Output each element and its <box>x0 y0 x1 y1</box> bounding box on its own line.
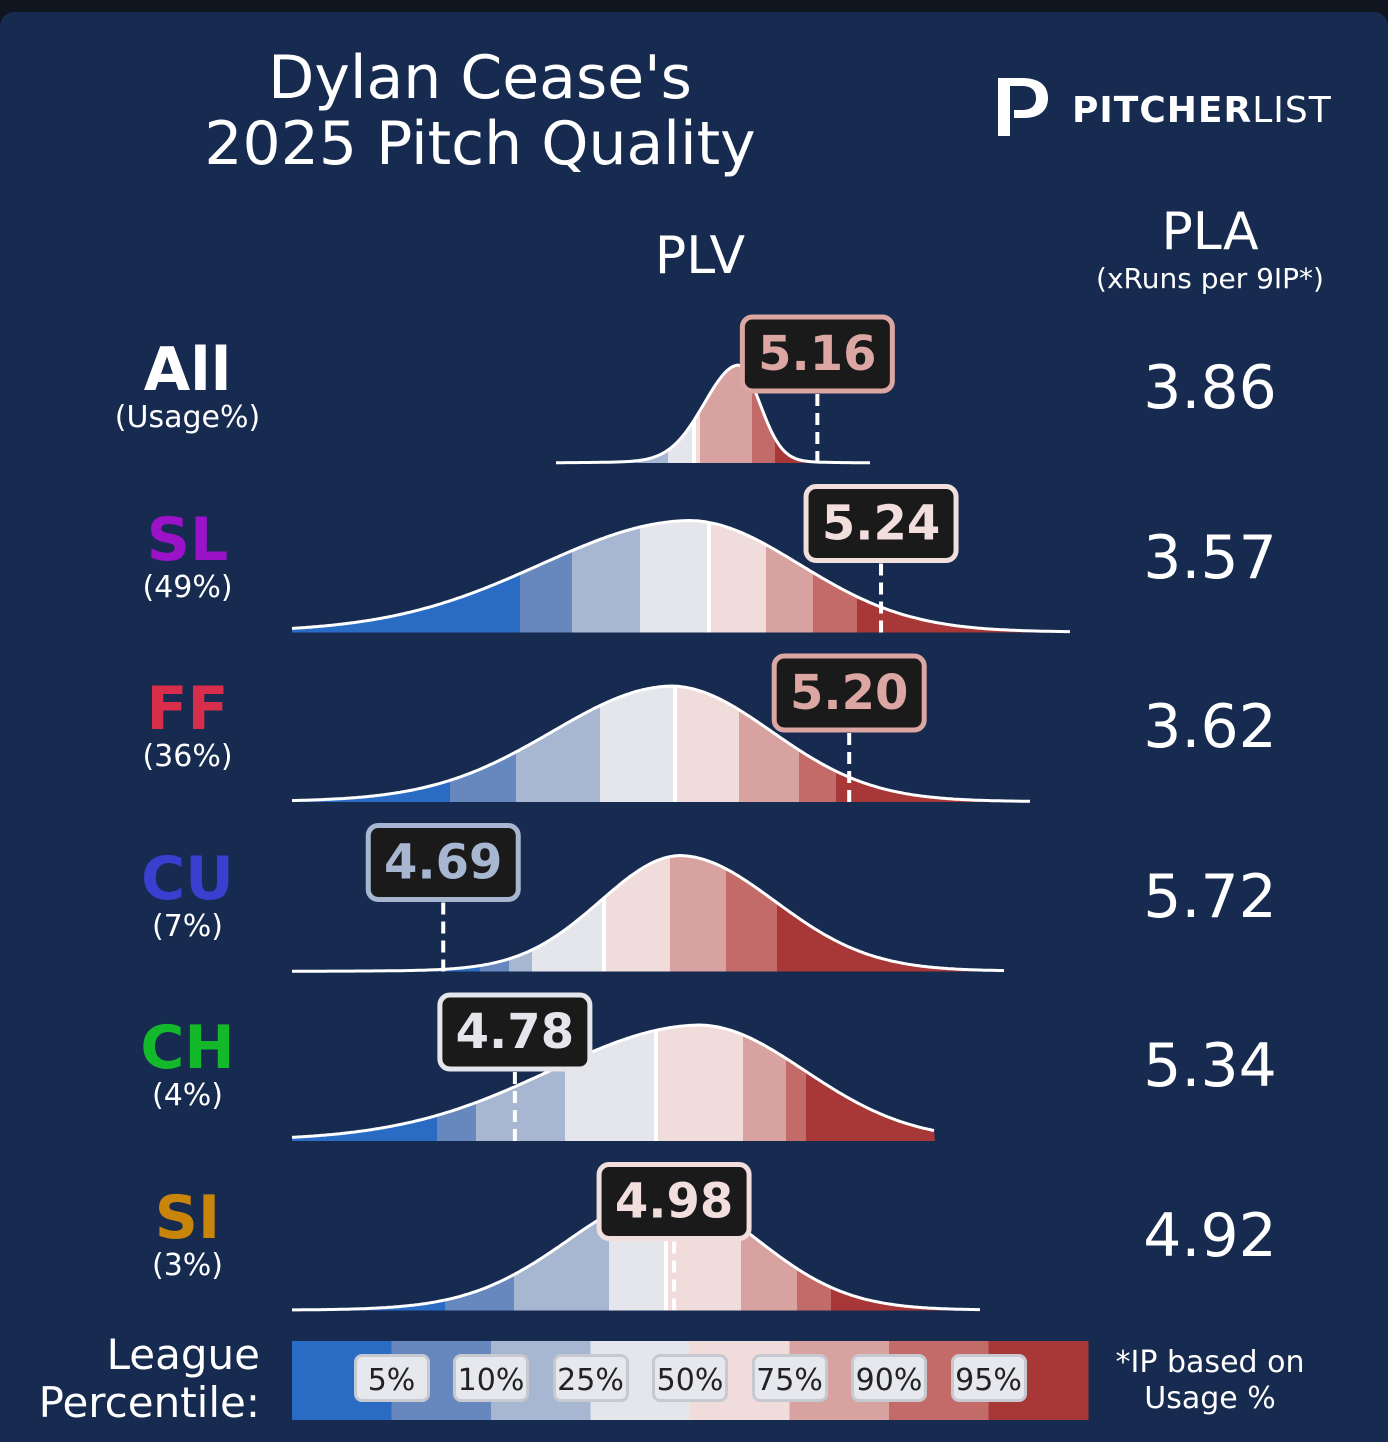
percentile-band <box>604 855 670 972</box>
percentile-band <box>640 520 709 633</box>
percentile-band <box>572 520 640 633</box>
pitch-type-label: FF <box>146 674 229 744</box>
distribution-ff: 5.20 <box>291 653 1031 803</box>
plv-value-box <box>437 992 593 1072</box>
percentile-band <box>656 1025 743 1141</box>
percentile-band <box>514 1194 609 1311</box>
usage-label: (3%) <box>151 1247 223 1283</box>
pla-subheader: (xRuns per 9IP*) <box>1096 262 1324 295</box>
legend-title-line1: League <box>106 1330 260 1379</box>
plv-value-label: 5.24 <box>822 496 940 552</box>
pitcherlist-p-icon <box>998 78 1048 136</box>
logo-word-bold: PITCHER <box>1072 90 1253 131</box>
legend-percentile-label: 5% <box>353 1354 430 1402</box>
distribution-cu: 4.69 <box>292 823 1005 973</box>
plv-value-box <box>596 1162 752 1241</box>
pla-value-cu: 5.72 <box>1143 861 1277 932</box>
percentile-band <box>670 855 726 972</box>
pla-value-sl: 3.57 <box>1143 522 1277 593</box>
plv-value-box <box>771 653 927 733</box>
plv-value-label: 4.98 <box>615 1174 733 1230</box>
usage-label: (36%) <box>142 739 233 774</box>
percentile-band <box>292 520 520 633</box>
plv-value-label: 5.16 <box>758 326 876 382</box>
footnote-line1: *IP based on <box>1115 1345 1305 1380</box>
usage-label: (Usage%) <box>114 400 261 435</box>
pla-header: PLA <box>1161 202 1259 262</box>
row-label-all: All (Usage%) <box>60 339 315 435</box>
percentile-band <box>726 855 777 972</box>
pitcherlist-wordmark: PITCHERLIST <box>1072 90 1332 131</box>
pitch-type-label: CH <box>140 1013 235 1083</box>
percentile-band <box>743 1025 786 1141</box>
row-label-sl: SL (49%) <box>60 509 315 605</box>
percentile-band <box>709 520 766 633</box>
pitcherlist-logo: PITCHERLIST <box>992 72 1332 142</box>
legend-percentile-label: 75% <box>751 1354 828 1402</box>
percentile-band <box>445 1194 514 1311</box>
chart-title-line2: 2025 Pitch Quality <box>204 109 756 179</box>
chart-title-line1: Dylan Cease's <box>268 43 692 113</box>
pla-value-ff: 3.62 <box>1143 692 1277 762</box>
distribution-outline <box>292 853 1005 973</box>
usage-label: (4%) <box>151 1078 223 1113</box>
row-label-ff: FF (36%) <box>60 678 315 774</box>
pitch-type-label: SI <box>154 1182 221 1253</box>
plv-value-box <box>365 823 521 902</box>
plv-value-box <box>739 314 895 394</box>
distribution-sl: 5.24 <box>291 484 1070 634</box>
percentile-band <box>831 1194 980 1311</box>
logo-word-light: LIST <box>1252 90 1332 131</box>
percentile-band <box>292 686 450 802</box>
legend-percentile-label: 10% <box>453 1354 529 1402</box>
usage-label: (49%) <box>142 569 233 605</box>
percentile-band <box>806 1025 935 1141</box>
top-bar <box>0 0 1388 12</box>
distribution-outline <box>291 1023 935 1139</box>
pla-value-si: 4.92 <box>1143 1200 1277 1271</box>
plv-header: PLV <box>654 226 746 286</box>
percentile-band <box>516 686 600 802</box>
legend-percentile-label: 95% <box>950 1354 1027 1402</box>
distribution-si: 4.98 <box>292 1162 980 1312</box>
legend-percentile-label: 25% <box>552 1354 629 1402</box>
percentile-band <box>638 365 668 463</box>
legend-title-line2: Percentile: <box>38 1378 260 1427</box>
row-label-ch: CH (4%) <box>60 1017 315 1113</box>
plv-value-label: 5.20 <box>790 665 908 721</box>
percentile-band <box>556 365 628 463</box>
percentile-band <box>600 686 675 802</box>
percentile-band <box>628 365 638 463</box>
row-label-cu: CU (7%) <box>60 848 315 944</box>
plv-value-label: 4.78 <box>456 1004 574 1060</box>
legend-percentile-label: 90% <box>851 1354 927 1402</box>
legend-percentile-label: 50% <box>652 1354 728 1402</box>
usage-label: (7%) <box>151 908 223 944</box>
footnote-line2: Usage % <box>1144 1381 1276 1416</box>
distribution-outline <box>291 519 1070 634</box>
percentile-band <box>532 855 604 972</box>
distribution-all: 5.16 <box>556 314 895 465</box>
row-label-si: SI (3%) <box>60 1187 315 1283</box>
pla-value-all: 3.86 <box>1143 353 1277 423</box>
pla-value-ch: 5.34 <box>1143 1031 1277 1101</box>
distribution-outline <box>291 684 1031 803</box>
percentile-band <box>777 855 1005 972</box>
distribution-ch: 4.78 <box>291 992 935 1141</box>
plv-value-label: 4.69 <box>384 835 502 891</box>
pitch-type-label: CU <box>141 843 234 914</box>
pitch-type-label: All <box>143 335 232 405</box>
percentile-band <box>675 686 739 802</box>
pitch-type-label: SL <box>146 504 229 575</box>
plv-value-box <box>803 484 959 563</box>
